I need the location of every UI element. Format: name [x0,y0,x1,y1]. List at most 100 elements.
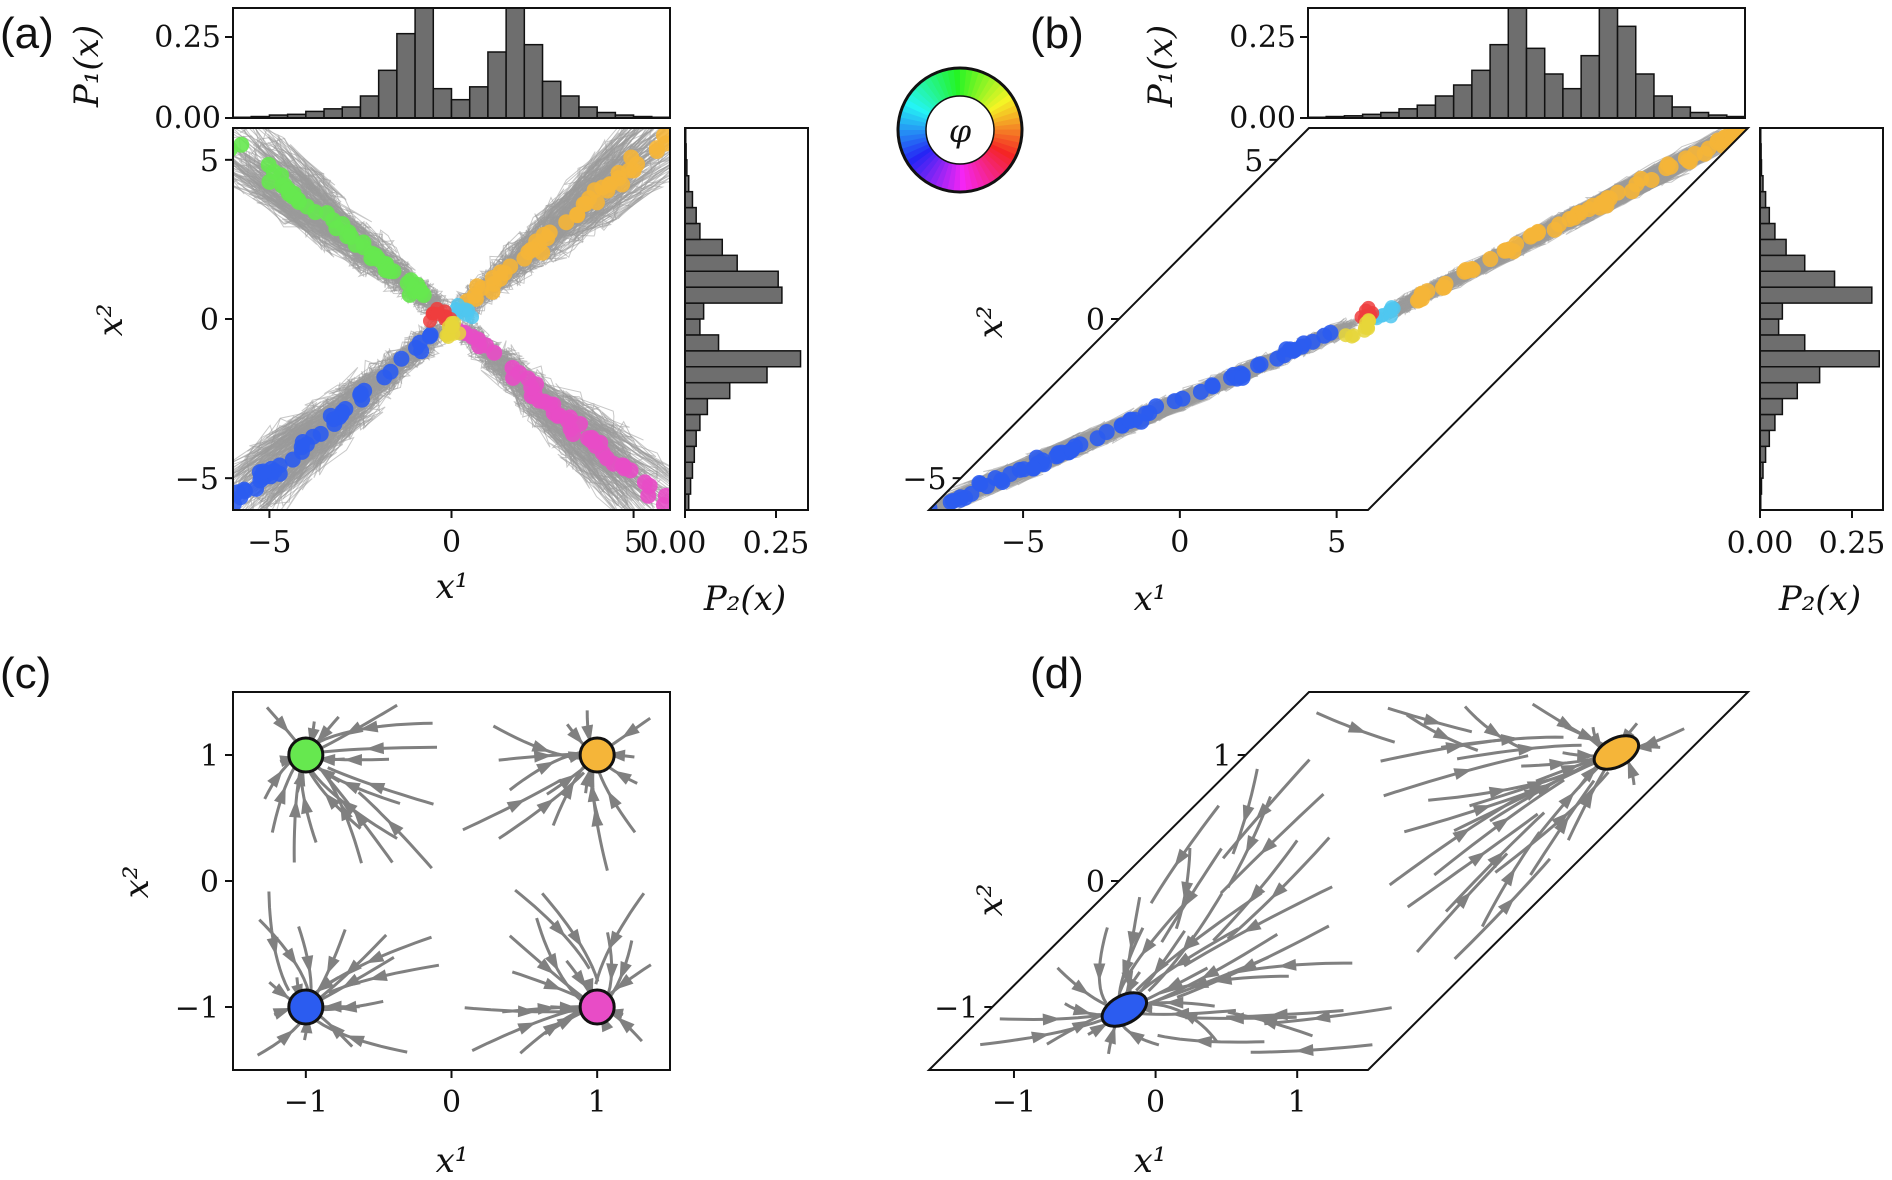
trajectory-endpoint [466,287,483,304]
stream-arrow [1270,882,1288,900]
stream-arrow [606,963,619,982]
stream-arrow [536,958,555,975]
hist-top-a-frame [232,7,671,119]
hist-bar [432,87,453,119]
hist-bar [684,413,701,432]
trajectory-endpoint [290,191,307,208]
trajectory-endpoint [307,204,324,221]
hist-top-a-bars [232,7,671,119]
hist-bar [1580,54,1601,119]
scatter-a-xtick-2: 5 [624,525,643,560]
stream-arrow [1347,721,1367,733]
stream-arrow [273,715,290,734]
trajectory-endpoint [233,489,249,506]
scatter-b-xlabel: x¹ [1134,579,1167,619]
hist-bar [1507,7,1528,119]
trajectory-endpoint [352,385,369,402]
trajectory-endpoint [1285,342,1302,359]
trajectory-endpoint [929,500,938,510]
trajectory-endpoint [379,261,396,278]
hist-right-a-xtick-0: 0.00 [640,526,707,561]
scatter-b-xtick-2: 5 [1327,525,1346,560]
stream-arrow [1278,958,1297,971]
trajectory-endpoint [1633,170,1650,187]
scatter-a-ytick-0: −5 [175,462,219,497]
hist-bar [505,7,526,119]
hist-bar [1759,238,1787,257]
trajectory-endpoint [294,434,311,451]
hist-top-a-ytick-1: 0.25 [154,20,221,55]
stream-arrow [615,974,634,990]
scatter-b-xtick-0: −5 [1001,525,1045,560]
trajectory-trace [451,173,670,304]
stream-arrow [1483,722,1503,738]
streamplot-d-xtick-1: 0 [1146,1085,1165,1120]
trajectory-endpoint [328,220,345,237]
streamplot-c-ticks [225,754,599,1078]
stream-arrow [1071,1020,1091,1034]
color-wheel-icon: φ [896,66,1024,194]
trajectory-endpoint [355,234,372,251]
panel-label-b: (b) [1030,9,1084,58]
stream-arrow [338,1000,358,1013]
trajectory-endpoint [655,496,670,510]
stream-arrow [613,770,632,785]
stream-arrow [1181,881,1194,901]
stream-arrow [1534,782,1554,797]
hist-bar [684,286,783,304]
stream-arrow [1549,758,1568,771]
stream-arrow [606,749,626,762]
hist-bar [1471,69,1491,119]
hist-bar [1759,429,1771,448]
stream-arrow [619,961,632,980]
stream-arrow [274,785,286,805]
stream-arrow [386,819,404,837]
hist-bar [684,238,724,257]
stream-arrow [1488,786,1508,799]
trajectory-endpoint [1524,227,1541,244]
stream-arrow [1171,1007,1190,1020]
trajectory-endpoint [1025,460,1042,477]
hist-bar [1759,381,1799,400]
streamplot-d-ytick-0: −1 [934,991,978,1026]
hist-bar [1562,87,1582,119]
trajectory-endpoint [484,270,501,287]
trajectory-endpoint [367,247,384,264]
trajectory-endpoint [1304,333,1321,350]
trajectory-endpoint [1413,287,1430,304]
stream-arrow [571,969,587,988]
stream-arrow [1454,891,1472,909]
hist-right-b-xtick-1: 0.25 [1819,526,1886,561]
stream-arrow [609,930,623,950]
stream-arrow [282,947,298,966]
stream-arrow [1200,965,1220,979]
scatter-a-ytick-1: 0 [200,303,219,338]
hist-bar [684,334,720,352]
scatter-a-points [233,128,670,510]
hist-bar [359,95,380,119]
trajectory-endpoint [622,462,639,479]
hist-bar [1759,366,1821,384]
hist-bar [684,461,694,479]
hist-bar [1759,270,1836,288]
trajectory-endpoint [1360,320,1375,335]
trajectory-endpoint [522,241,539,258]
stream-arrow [536,798,555,815]
trajectory-endpoint [1322,324,1339,341]
stream-line [1056,966,1112,1009]
trajectory-endpoint [430,306,445,321]
stream-arrow [1554,816,1570,835]
hist-top-b-bars [1307,7,1746,119]
stream-arrow [288,799,301,818]
stream-arrow [1072,1003,1092,1016]
hist-bar [578,106,598,119]
trajectory-endpoint [1623,183,1640,200]
hist-top-a-ylabel: P₁(x) [67,25,107,108]
stream-arrow [1577,749,1596,762]
color-wheel-symbol: φ [949,112,972,150]
stream-arrow [1639,735,1659,748]
streamplot-d-xlabel: x¹ [1134,1141,1167,1180]
hist-bar [684,222,701,241]
trajectory-endpoint [993,472,1010,489]
